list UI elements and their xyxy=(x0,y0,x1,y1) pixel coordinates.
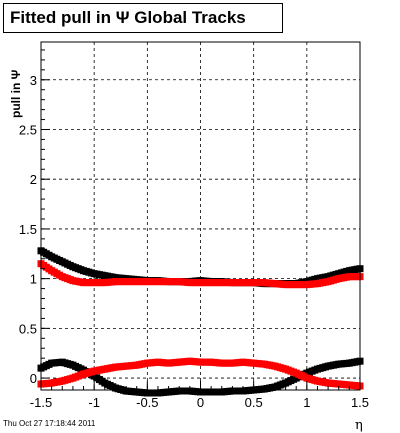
x-tick-label: 0 xyxy=(197,395,204,410)
chart-title: Fitted pull in Ψ Global Tracks xyxy=(3,3,283,33)
y-axis-label: pull in Ψ xyxy=(9,69,23,118)
footer-timestamp: Thu Oct 27 17:18:44 2011 xyxy=(3,419,96,428)
x-tick-label: 1.5 xyxy=(351,395,369,410)
x-tick-label: -1 xyxy=(88,395,100,410)
grid-lines xyxy=(40,42,361,390)
y-tick-label: 2 xyxy=(30,172,37,187)
axis-ticks xyxy=(40,49,361,390)
x-tick-label: 1 xyxy=(303,395,310,410)
y-tick-label: 1 xyxy=(30,272,37,287)
data-markers xyxy=(37,247,364,397)
x-axis-label: η xyxy=(355,418,363,433)
tick-labels: -1.5 -1 -0.5 0 0.5 1 1.5 0 0.5 1 1.5 2 2.5 3 xyxy=(19,73,369,410)
y-tick-label: 3 xyxy=(30,73,37,88)
y-tick-label: 2.5 xyxy=(19,122,37,137)
y-tick-label: 1.5 xyxy=(19,222,37,237)
x-tick-label: 0.5 xyxy=(245,395,263,410)
x-tick-label: -1.5 xyxy=(30,395,52,410)
y-tick-label: 0 xyxy=(30,371,37,386)
y-tick-label: 0.5 xyxy=(19,321,37,336)
x-tick-label: -0.5 xyxy=(136,395,158,410)
